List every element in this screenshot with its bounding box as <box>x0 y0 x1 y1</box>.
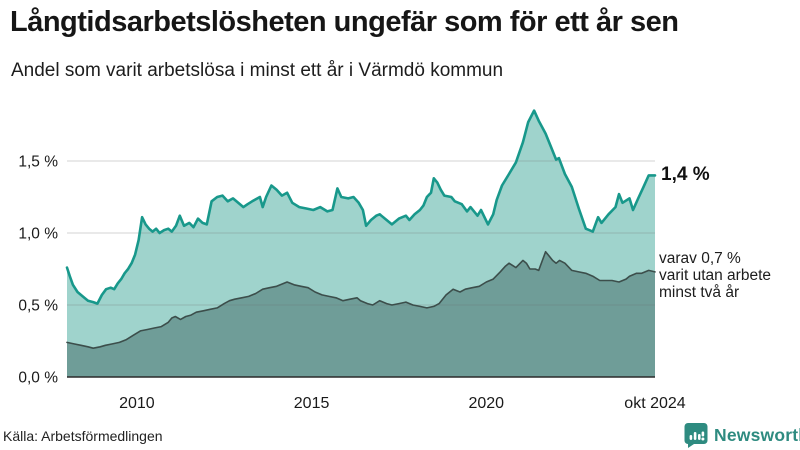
x-axis-label: 2020 <box>468 395 504 412</box>
series-lines <box>65 109 657 349</box>
x-axis-labels: 2010 2015 2020 okt 2024 <box>119 395 686 412</box>
y-axis-labels: 0,0 % 0,5 % 1,0 % 1,5 % <box>18 154 58 387</box>
x-axis-label: okt 2024 <box>624 395 685 412</box>
gridlines <box>67 160 655 306</box>
newsworthy-brand: Newsworthy <box>684 422 800 448</box>
x-axis-label: 2010 <box>119 395 155 412</box>
area-fills <box>67 110 655 377</box>
y-axis-label: 0,5 % <box>18 298 58 315</box>
source-text: Källa: Arbetsförmedlingen <box>3 428 163 444</box>
page-title: Långtidsarbetslösheten ungefär som för e… <box>10 6 679 38</box>
annotation-total-value: 1,4 % <box>661 164 710 185</box>
newsworthy-logo-text: Newsworthy <box>714 424 800 445</box>
x-axis-label: 2015 <box>294 395 330 412</box>
y-axis-label: 1,5 % <box>18 154 58 171</box>
line-two-years <box>66 250 656 349</box>
page-subtitle: Andel som varit arbetslösa i minst ett å… <box>11 60 504 81</box>
y-axis-label: 0,0 % <box>18 370 58 387</box>
line-total <box>65 109 657 305</box>
annotation-two-years-label: varav 0,7 % varit utan arbete minst två … <box>659 250 772 301</box>
area-two-years-fill <box>67 251 655 377</box>
y-axis-label: 1,0 % <box>18 226 58 243</box>
newsworthy-logo-icon <box>684 423 708 448</box>
